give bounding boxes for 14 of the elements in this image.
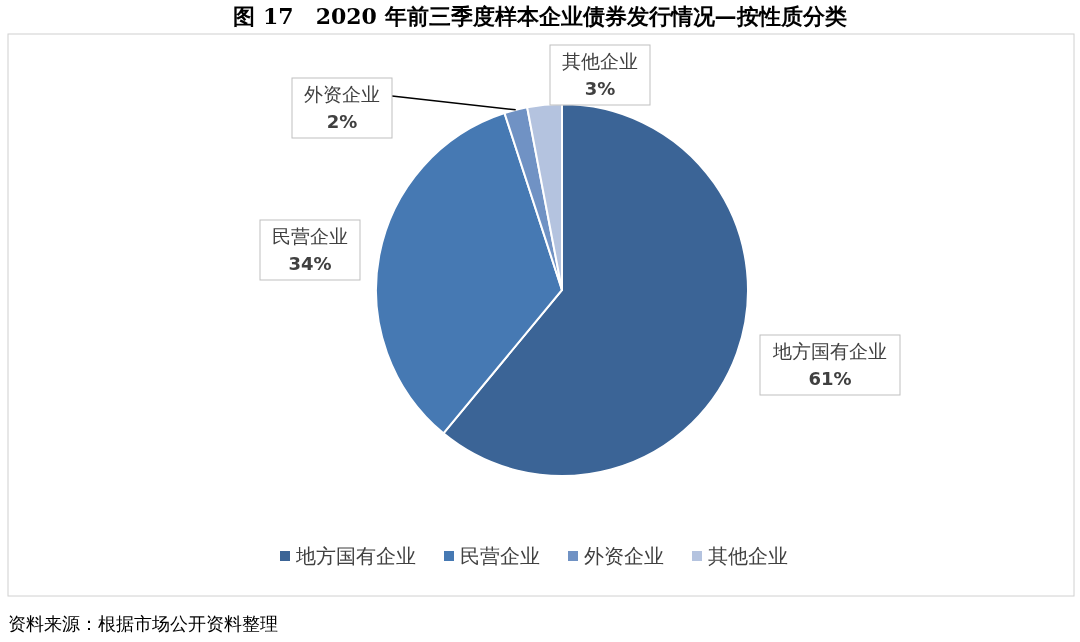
legend-label: 其他企业 xyxy=(708,544,788,568)
slice-label: 地方国有企业 xyxy=(772,340,887,362)
text: 资料来源：根据市场公开资料整理 xyxy=(8,613,278,634)
data-label: 61% xyxy=(808,368,852,389)
legend-label: 地方国有企业 xyxy=(295,544,416,568)
data-label: 2% xyxy=(326,111,358,132)
data-label: 3% xyxy=(584,78,616,99)
legend-label: 民营企业 xyxy=(460,544,540,568)
legend-label: 外资企业 xyxy=(584,544,664,568)
chart-title: 图 17 2020 年前三季度样本企业债券发行情况—按性质分类 xyxy=(233,3,847,29)
slice-label: 民营企业 xyxy=(272,225,348,247)
data-label: 34% xyxy=(288,253,332,274)
slice-label: 其他企业 xyxy=(562,50,638,72)
slice-label: 外资企业 xyxy=(304,83,380,105)
